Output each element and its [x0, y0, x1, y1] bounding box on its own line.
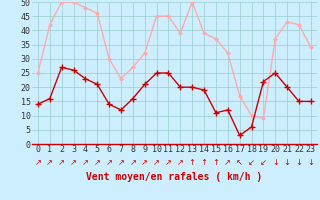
- Text: ↗: ↗: [58, 158, 65, 167]
- Text: ↑: ↑: [212, 158, 220, 167]
- Text: ↑: ↑: [189, 158, 196, 167]
- Text: ↓: ↓: [272, 158, 279, 167]
- Text: ↗: ↗: [70, 158, 77, 167]
- Text: ↗: ↗: [141, 158, 148, 167]
- Text: ↗: ↗: [106, 158, 113, 167]
- Text: ↗: ↗: [46, 158, 53, 167]
- Text: ↓: ↓: [308, 158, 314, 167]
- Text: ↗: ↗: [153, 158, 160, 167]
- Text: ↖: ↖: [236, 158, 243, 167]
- Text: ↙: ↙: [248, 158, 255, 167]
- Text: ↑: ↑: [201, 158, 208, 167]
- Text: ↓: ↓: [295, 158, 302, 167]
- Text: ↗: ↗: [94, 158, 101, 167]
- Text: ↗: ↗: [82, 158, 89, 167]
- Text: ↗: ↗: [117, 158, 124, 167]
- Text: ↗: ↗: [177, 158, 184, 167]
- X-axis label: Vent moyen/en rafales ( km/h ): Vent moyen/en rafales ( km/h ): [86, 172, 262, 182]
- Text: ↗: ↗: [35, 158, 41, 167]
- Text: ↗: ↗: [224, 158, 231, 167]
- Text: ↗: ↗: [165, 158, 172, 167]
- Text: ↗: ↗: [129, 158, 136, 167]
- Text: ↙: ↙: [260, 158, 267, 167]
- Text: ↓: ↓: [284, 158, 291, 167]
